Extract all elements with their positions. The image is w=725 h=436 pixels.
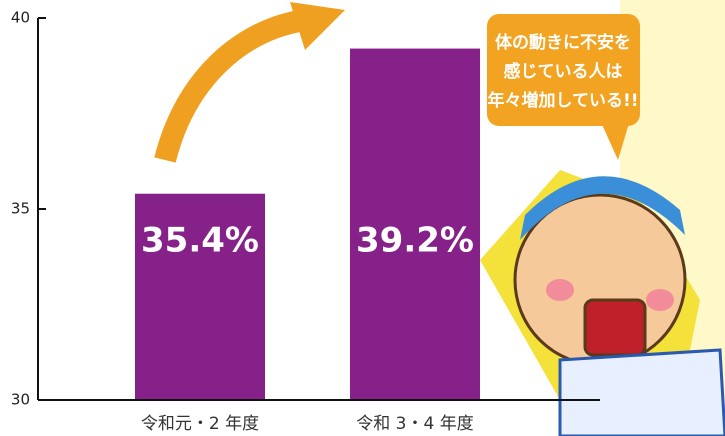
mouth bbox=[583, 298, 647, 357]
cheek bbox=[646, 289, 674, 311]
y-tick-label: 35 bbox=[11, 200, 30, 218]
callout bbox=[487, 14, 640, 160]
callout-text: 年々増加している!! bbox=[488, 90, 639, 111]
callout-text: 体の動きに不安を bbox=[495, 32, 631, 53]
value-label: 35.4% bbox=[141, 221, 259, 261]
y-tick-label: 30 bbox=[11, 391, 30, 409]
callout-box bbox=[487, 14, 640, 126]
x-tick-label: 令和元・2 年度 bbox=[141, 414, 259, 434]
mascot bbox=[480, 170, 725, 436]
callout-tail bbox=[600, 120, 630, 160]
hair bbox=[520, 176, 685, 240]
y-tick-label: 40 bbox=[11, 9, 30, 27]
value-label: 39.2% bbox=[356, 221, 474, 261]
trend-arrow-head bbox=[290, 2, 345, 50]
bar bbox=[350, 48, 480, 401]
cheek bbox=[546, 279, 574, 301]
callout-text: 感じている人は bbox=[504, 61, 623, 82]
x-tick-label: 令和 3・4 年度 bbox=[356, 414, 473, 434]
trend-arrow bbox=[154, 9, 307, 163]
bar bbox=[135, 193, 265, 400]
body bbox=[558, 348, 725, 436]
